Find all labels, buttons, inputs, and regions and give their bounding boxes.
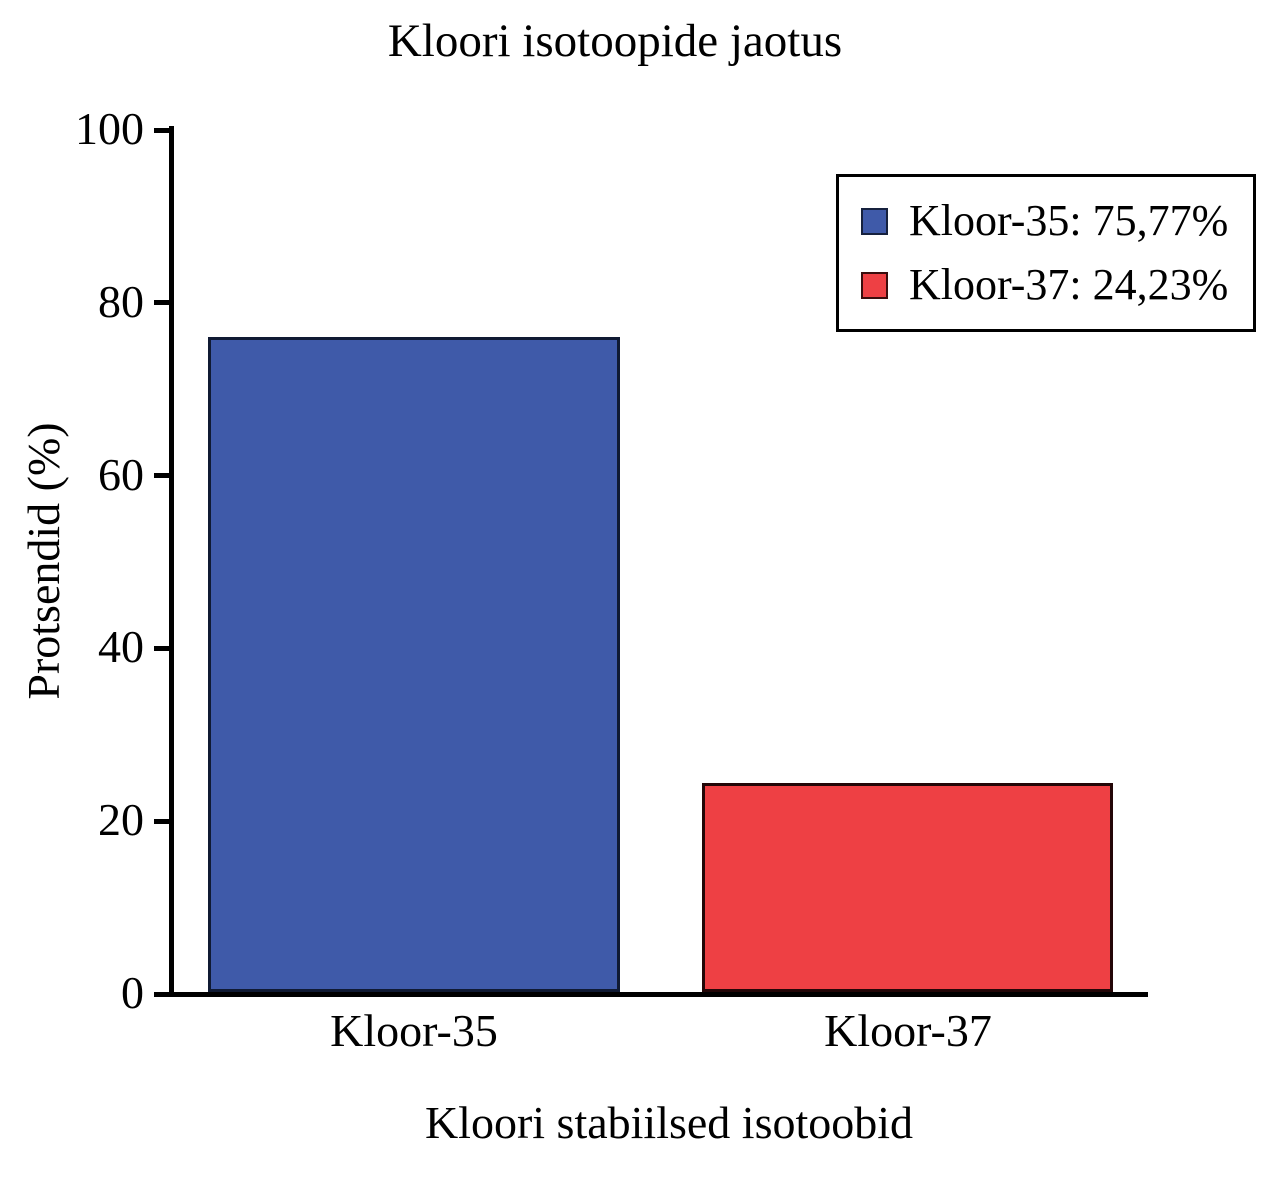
y-tick-label: 40 [98, 621, 144, 673]
y-tick-label: 20 [98, 794, 144, 846]
y-tick-label: 60 [98, 448, 144, 500]
bar-kloor-37 [702, 783, 1113, 992]
y-tick-mark [154, 991, 170, 997]
legend-box: Kloor-35: 75,77% Kloor-37: 24,23% [836, 174, 1256, 332]
legend-label: Kloor-37: 24,23% [909, 260, 1229, 309]
y-tick-label: 80 [98, 275, 144, 327]
legend-swatch-red-icon [861, 271, 888, 299]
y-axis-title: Protsendid (%) [18, 422, 69, 700]
y-tick-mark [154, 473, 170, 479]
legend-entry-kloor-37: Kloor-37: 24,23% [861, 263, 1253, 307]
y-tick-mark [154, 127, 170, 133]
x-tick-label-kloor-35: Kloor-35 [330, 1005, 498, 1056]
chart-title: Kloori isotoopide jaotus [387, 15, 843, 67]
legend-label: Kloor-35: 75,77% [909, 196, 1229, 245]
x-axis-title: Kloori stabiilsed isotoobid [424, 1097, 914, 1148]
y-tick-mark [154, 300, 170, 306]
y-tick-label: 0 [121, 967, 144, 1019]
x-tick-label-kloor-37: Kloor-37 [824, 1005, 992, 1056]
y-tick-mark [154, 645, 170, 651]
plot-area: 0 20 40 60 80 100 [75, 106, 1147, 1016]
x-axis-line [168, 992, 1148, 997]
bar-kloor-35 [208, 337, 620, 992]
legend-entry-kloor-35: Kloor-35: 75,77% [861, 199, 1253, 243]
y-tick-label: 100 [75, 103, 144, 155]
y-tick-mark [154, 818, 170, 824]
y-axis-line [169, 126, 174, 997]
legend-swatch-blue-icon [861, 207, 888, 235]
